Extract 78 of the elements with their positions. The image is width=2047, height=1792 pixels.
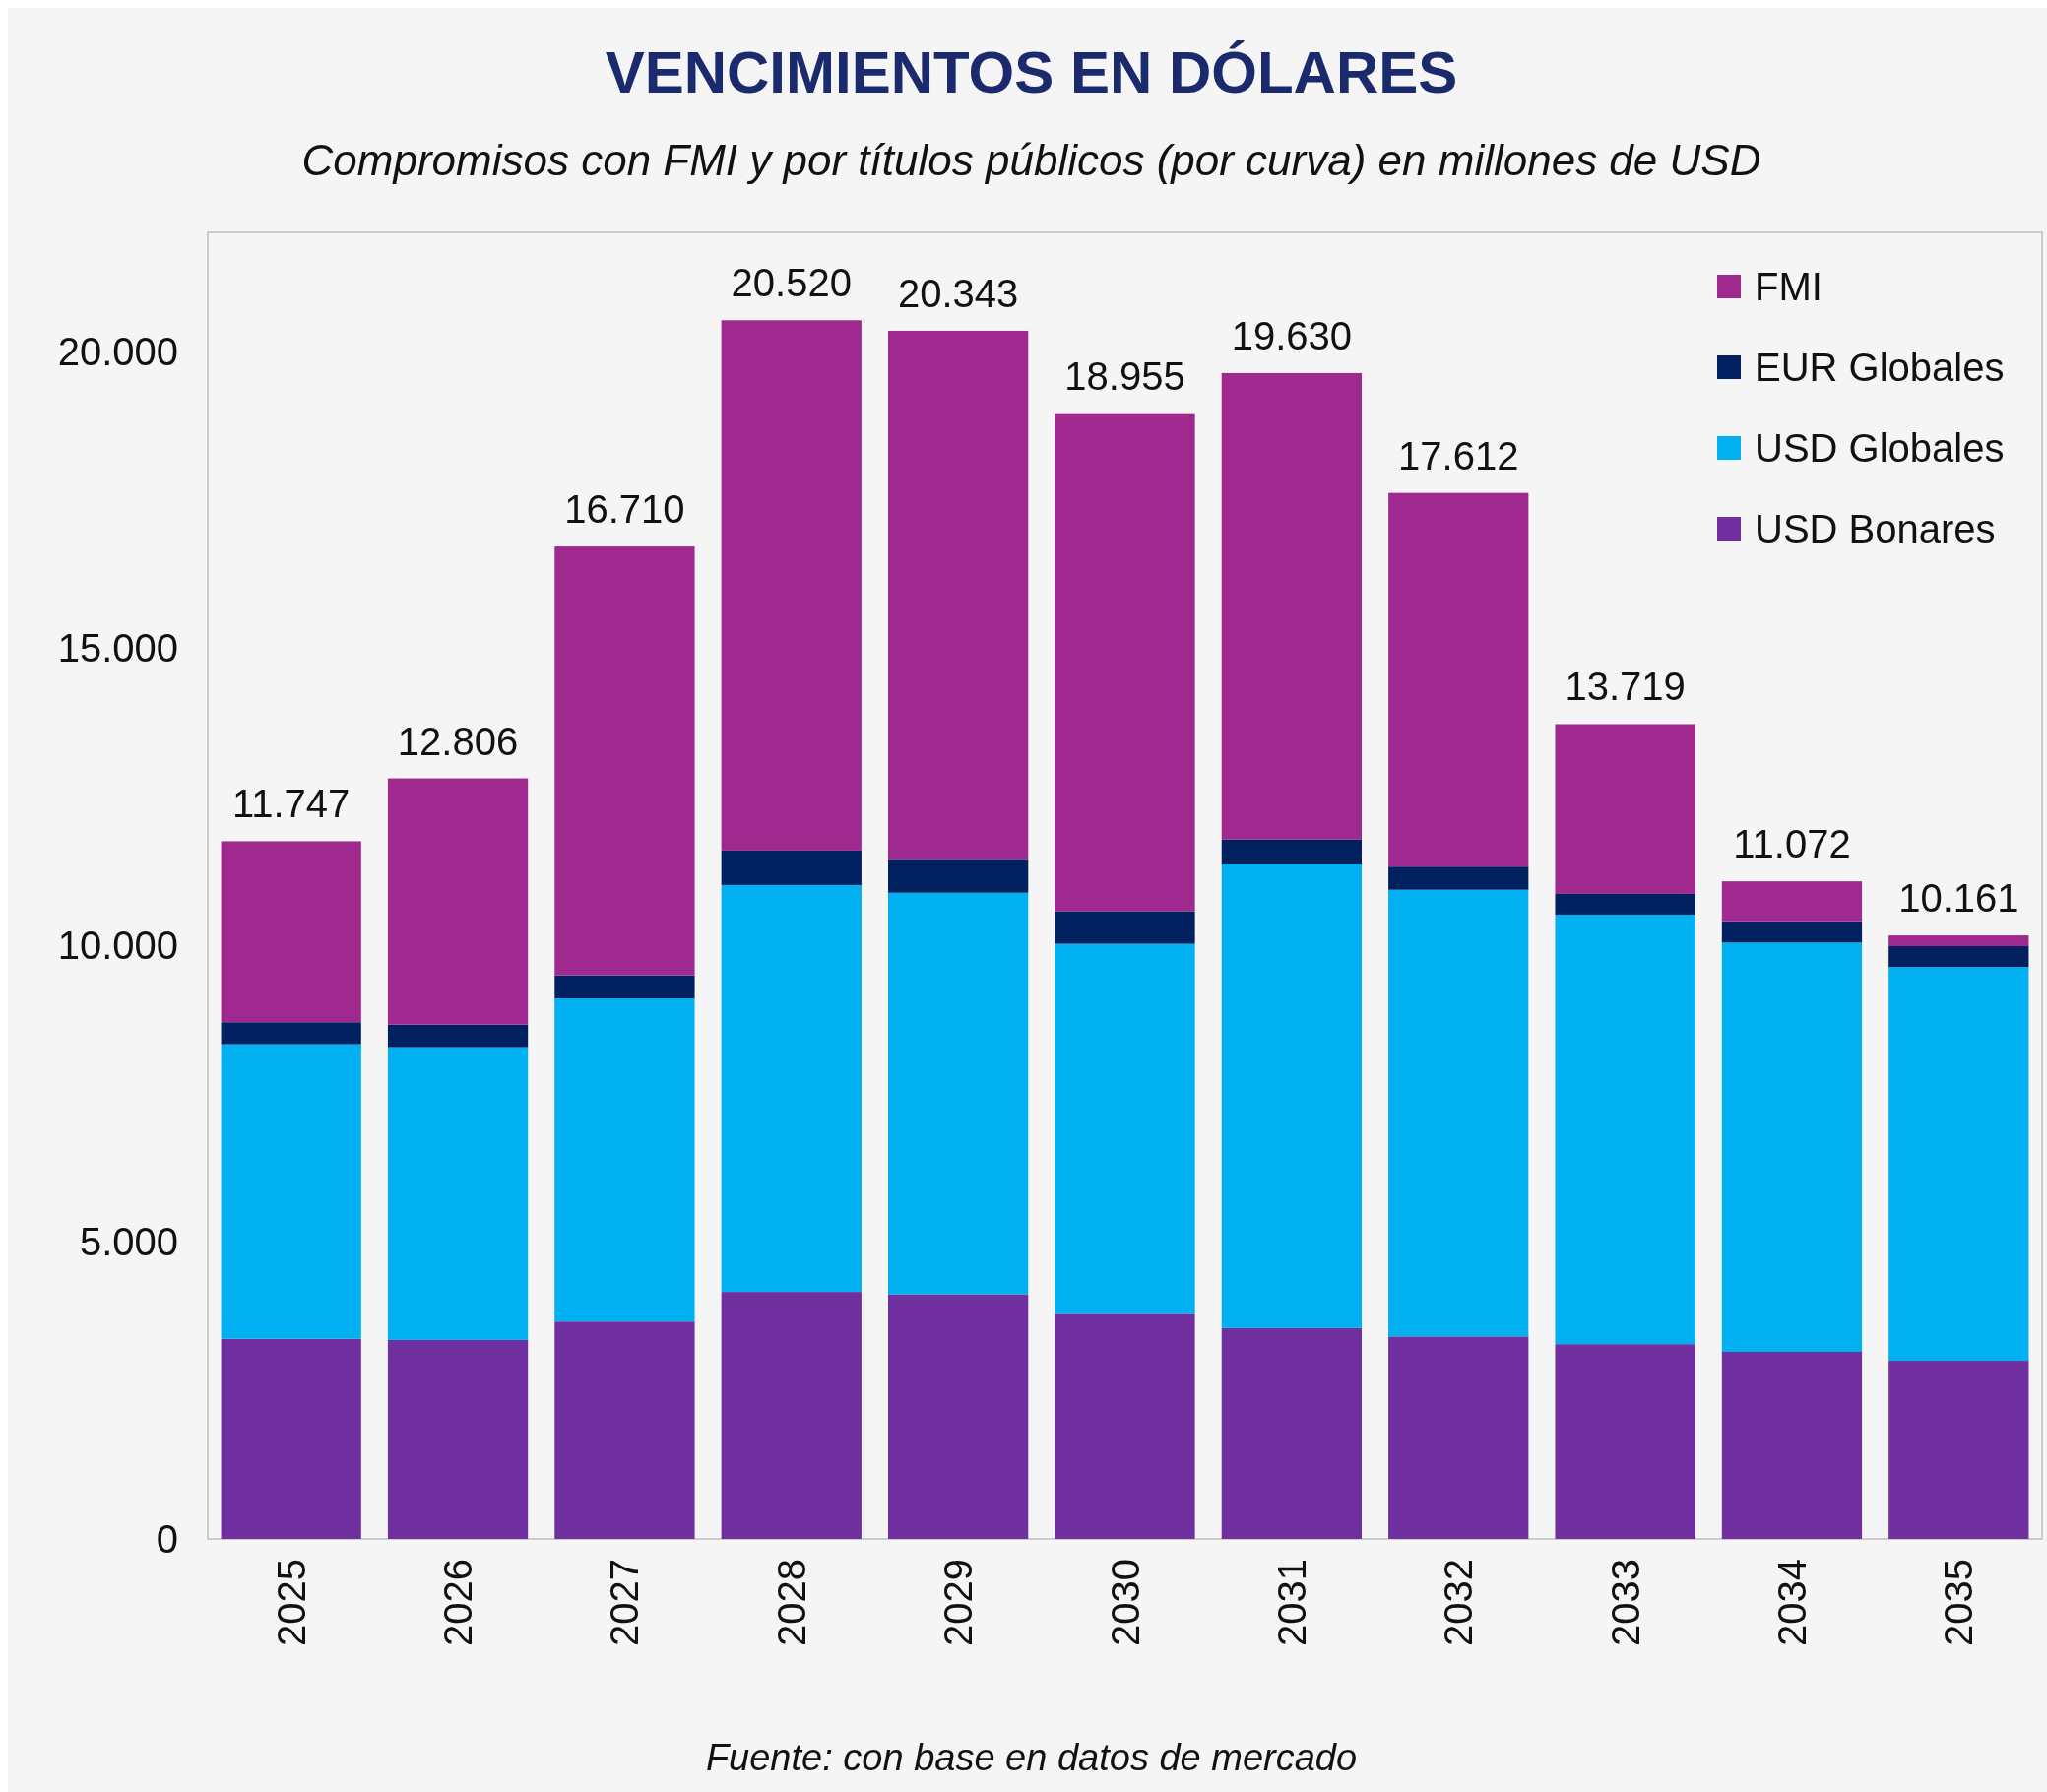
bar <box>554 998 695 1322</box>
x-tick-label: 2028 <box>769 1559 813 1646</box>
bar <box>888 1294 1029 1539</box>
x-tick-label: 2025 <box>269 1559 313 1646</box>
x-tick-label: 2026 <box>436 1559 480 1646</box>
bar <box>721 1292 862 1539</box>
bar <box>1555 915 1695 1345</box>
chart-title: VENCIMIENTOS EN DÓLARES <box>605 39 1458 105</box>
bar <box>1221 864 1362 1328</box>
bar <box>1221 1327 1362 1539</box>
legend-label: USD Bonares <box>1755 507 1996 550</box>
y-tick-label: 0 <box>156 1517 178 1561</box>
bar <box>1388 889 1529 1337</box>
bar <box>1888 935 2029 947</box>
bar <box>1721 881 1863 922</box>
y-tick-label: 15.000 <box>57 626 178 671</box>
bar <box>1721 1352 1863 1539</box>
bar <box>721 884 862 1293</box>
bar <box>387 778 529 1025</box>
legend-label: EUR Globales <box>1755 346 2005 389</box>
chart-subtitle: Compromisos con FMI y por títulos públicos (por curva) en millones de USD <box>301 136 1761 184</box>
x-tick-label: 2027 <box>603 1559 647 1646</box>
y-tick-label: 10.000 <box>57 923 178 967</box>
bar <box>221 841 361 1023</box>
bar <box>1388 492 1529 867</box>
bar <box>1555 1344 1695 1539</box>
total-label: 11.747 <box>231 782 351 826</box>
bar <box>387 1339 529 1539</box>
x-tick-label: 2029 <box>936 1559 981 1646</box>
bar <box>888 330 1029 860</box>
bar <box>387 1047 529 1340</box>
bar <box>1388 866 1529 890</box>
bar <box>554 975 695 999</box>
bar <box>1555 724 1695 894</box>
total-label: 20.343 <box>897 271 1019 315</box>
x-tick-label: 2035 <box>1937 1559 1981 1646</box>
bar <box>721 850 862 885</box>
bar <box>1221 372 1362 840</box>
bar <box>554 1321 695 1540</box>
source-note: Fuente: con base en datos de mercado <box>705 1737 1358 1778</box>
total-label: 19.630 <box>1231 313 1353 357</box>
bar <box>1055 943 1195 1314</box>
bar <box>1721 942 1863 1352</box>
total-label: 10.161 <box>1898 876 2019 921</box>
bar <box>888 892 1029 1295</box>
legend-label: USD Globales <box>1755 426 2005 470</box>
x-tick-label: 2032 <box>1437 1559 1481 1646</box>
x-tick-label: 2033 <box>1603 1559 1647 1646</box>
bar <box>721 320 862 851</box>
x-tick-label: 2034 <box>1769 1559 1814 1646</box>
bar <box>221 1022 361 1045</box>
bar <box>888 859 1029 893</box>
bar <box>1555 893 1695 916</box>
bar <box>1888 967 2029 1362</box>
bar <box>1055 1313 1195 1539</box>
total-label: 17.612 <box>1398 433 1519 478</box>
total-label: 13.719 <box>1565 665 1686 709</box>
total-label: 12.806 <box>397 719 519 763</box>
total-label: 11.072 <box>1733 822 1851 866</box>
x-tick-label: 2030 <box>1103 1559 1147 1646</box>
y-tick-label: 20.000 <box>57 329 178 373</box>
total-label: 20.520 <box>731 261 852 305</box>
bar <box>221 1044 361 1339</box>
legend-label: FMI <box>1755 265 1823 308</box>
bar <box>1888 946 2029 968</box>
total-label: 18.955 <box>1064 353 1185 398</box>
bar <box>221 1338 361 1539</box>
bar <box>1388 1336 1529 1539</box>
x-tick-label: 2031 <box>1269 1559 1313 1646</box>
total-label: 16.710 <box>564 487 685 532</box>
bar <box>1721 921 1863 943</box>
y-tick-label: 5.000 <box>79 1220 178 1264</box>
bar <box>387 1024 529 1048</box>
bar <box>1888 1361 2029 1540</box>
bar <box>554 546 695 976</box>
bar <box>1055 413 1195 912</box>
bar <box>1055 911 1195 944</box>
bar <box>1221 839 1362 864</box>
